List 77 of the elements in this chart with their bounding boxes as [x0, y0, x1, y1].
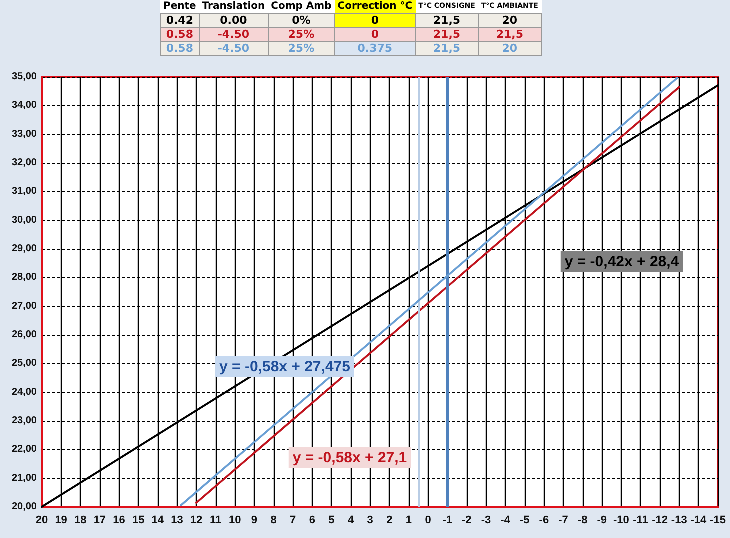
x-tick-label: 20: [36, 514, 48, 526]
x-tick-label: -1: [442, 514, 452, 526]
y-tick-label: 20,00: [12, 502, 38, 512]
y-tick-label: 34,00: [12, 100, 38, 112]
x-tick-label: -4: [500, 514, 512, 526]
text: 0: [334, 14, 416, 28]
x-tick-label: 18: [74, 514, 87, 526]
x-tick-label: 13: [171, 514, 184, 526]
x-tick-label: -8: [578, 514, 588, 526]
x-tick-label: -15: [710, 514, 726, 526]
x-tick-label: -12: [652, 514, 668, 526]
x-tick-label: -2: [462, 514, 472, 526]
x-tick-label: -11: [633, 514, 648, 526]
x-tick-label: -7: [558, 514, 568, 526]
text: 21,5: [416, 14, 478, 28]
x-tick-label: 2: [386, 514, 393, 526]
text: Comp Amb: [270, 0, 333, 14]
text: 21,5: [478, 28, 542, 42]
y-tick-label: 31,00: [12, 186, 38, 198]
y-tick-label: 26,00: [12, 330, 38, 340]
annotation: y = -0,58x + 27,1: [292, 450, 408, 466]
text: 0%: [268, 14, 335, 28]
annotation: y = -0,42x + 28,4: [564, 254, 680, 270]
x-tick-label: 6: [309, 514, 316, 526]
text: 20: [478, 14, 542, 28]
x-tick-label: 15: [132, 514, 145, 526]
y-tick-label: 33,00: [12, 128, 38, 140]
y-tick-label: 24,00: [12, 386, 38, 398]
x-tick-label: -14: [690, 514, 708, 526]
y-tick-label: 23,00: [12, 416, 38, 426]
text: 0.00: [199, 14, 268, 28]
x-tick-label: -9: [597, 514, 608, 526]
y-tick-label: 30,00: [12, 214, 38, 226]
y-tick-label: 25,00: [12, 358, 38, 370]
text: 0.375: [334, 42, 416, 56]
x-tick-label: -6: [539, 514, 550, 526]
x-tick-label: 9: [251, 514, 258, 526]
x-tick-label: -5: [520, 514, 530, 526]
x-tick-label: 3: [367, 514, 374, 526]
x-tick-label: 10: [229, 514, 242, 526]
text: 0: [334, 28, 416, 42]
x-tick-label: 11: [210, 514, 222, 526]
x-tick-label: 5: [328, 514, 335, 526]
x-tick-label: 14: [152, 514, 165, 526]
y-tick-label: 28,00: [12, 272, 38, 284]
y-tick-label: 21,00: [12, 472, 38, 484]
x-tick-label: 16: [113, 514, 126, 526]
x-tick-label: -3: [481, 514, 492, 526]
text: 0.58: [160, 28, 200, 42]
x-tick-label: 12: [190, 514, 203, 526]
annotation: y = -0,58x + 27,475: [220, 358, 350, 376]
x-tick-label: -10: [613, 514, 630, 526]
text: 25%: [268, 42, 335, 56]
x-tick-label: 1: [406, 514, 412, 526]
y-tick-label: 27,00: [12, 300, 38, 312]
text: 0.42: [160, 14, 200, 28]
x-tick-label: 8: [270, 514, 277, 526]
x-tick-label: 0: [425, 514, 432, 526]
text: -4.50: [199, 28, 268, 42]
x-tick-label: 17: [94, 514, 106, 526]
y-tick-label: 29,00: [12, 244, 38, 254]
text: -4.50: [199, 42, 268, 56]
text: Pente: [162, 0, 198, 14]
x-tick-label: -13: [671, 514, 688, 526]
x-tick-label: 19: [55, 514, 68, 526]
x-tick-label: 4: [348, 514, 355, 526]
text: 25%: [268, 28, 335, 42]
text: 21,5: [416, 42, 478, 56]
text: 20: [478, 42, 542, 56]
x-tick-label: 7: [290, 514, 296, 526]
y-tick-label: 35,00: [12, 72, 38, 82]
y-tick-label: 32,00: [12, 158, 38, 168]
text: 0.58: [160, 42, 200, 56]
text: Correction °C: [334, 0, 416, 14]
text: 21,5: [416, 28, 478, 42]
text: Translation: [201, 0, 266, 14]
y-tick-label: 22,00: [12, 444, 38, 456]
